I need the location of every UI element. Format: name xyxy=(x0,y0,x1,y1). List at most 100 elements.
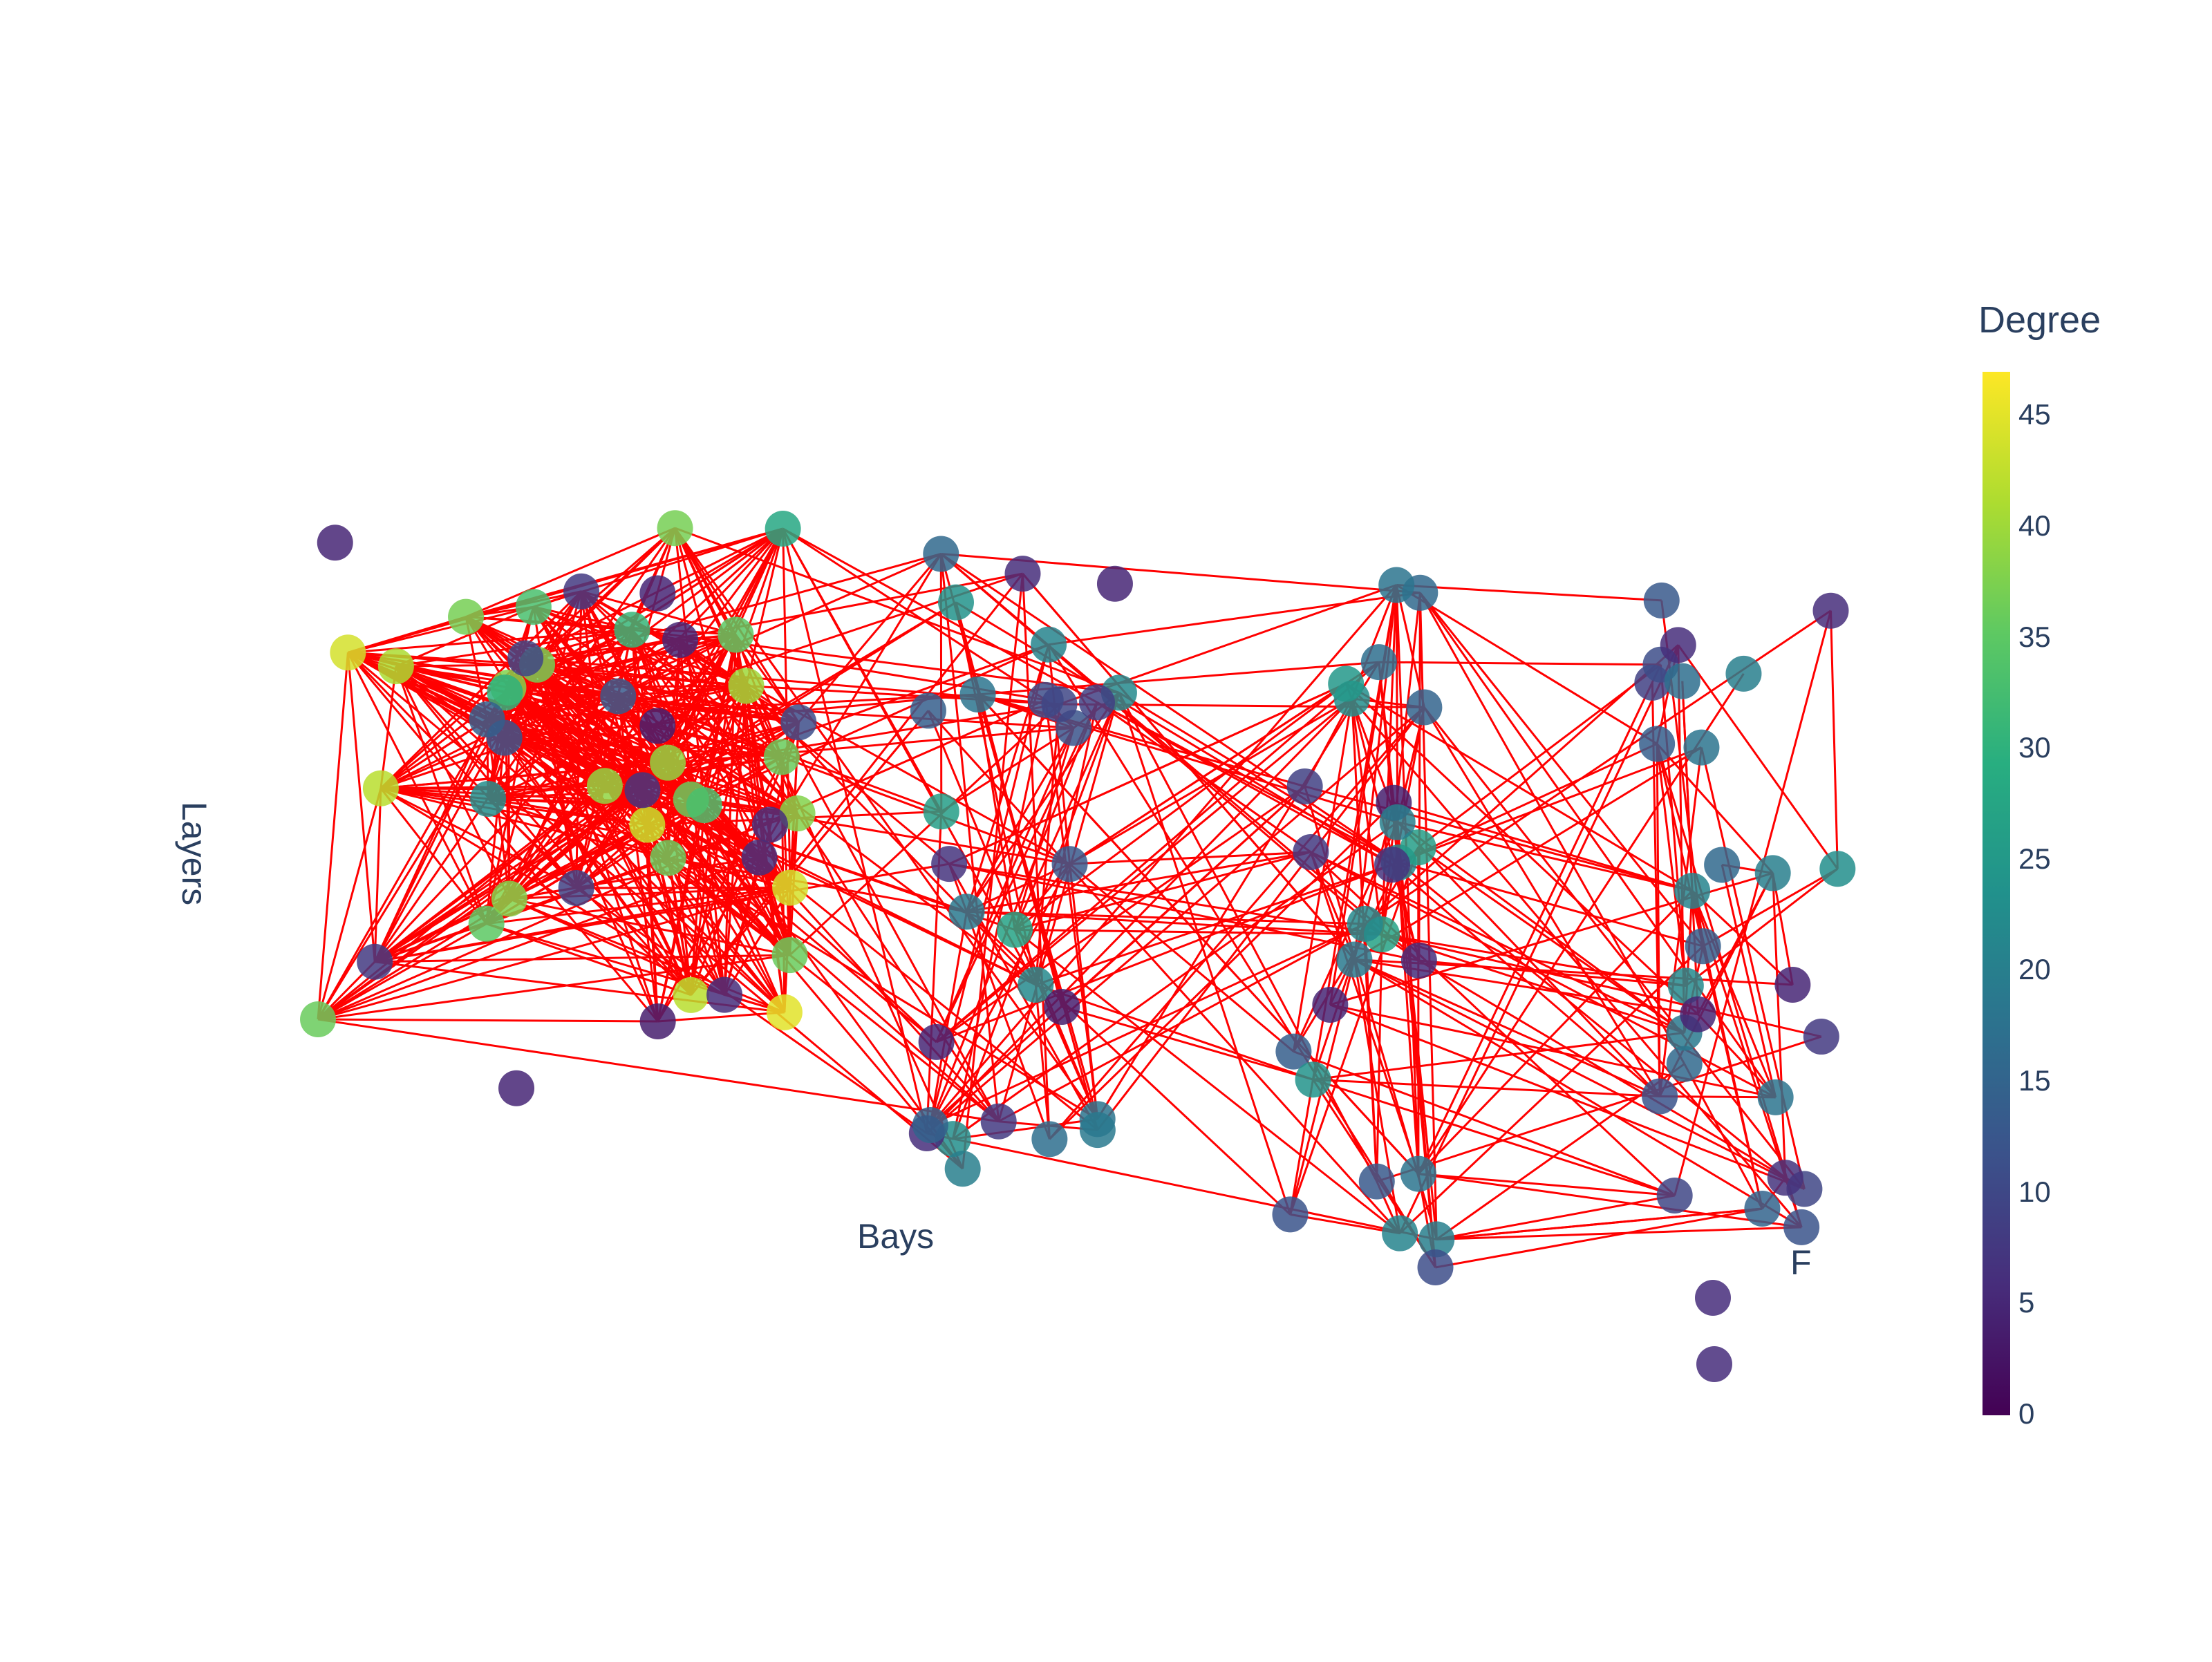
network-node[interactable] xyxy=(357,944,393,980)
network-node[interactable] xyxy=(718,616,753,652)
network-node[interactable] xyxy=(1004,556,1040,592)
network-node[interactable] xyxy=(448,599,484,635)
network-node[interactable] xyxy=(1704,847,1740,882)
network-node[interactable] xyxy=(469,701,505,737)
network-node[interactable] xyxy=(624,772,660,808)
network-node[interactable] xyxy=(919,1024,955,1060)
network-node[interactable] xyxy=(639,708,675,744)
network-node[interactable] xyxy=(507,641,543,677)
network-node[interactable] xyxy=(378,648,414,684)
network-node[interactable] xyxy=(1674,873,1710,909)
network-node[interactable] xyxy=(765,511,801,547)
network-node[interactable] xyxy=(1803,1019,1839,1055)
network-node[interactable] xyxy=(640,1003,676,1039)
network-node[interactable] xyxy=(1272,1196,1308,1232)
network-node[interactable] xyxy=(614,612,650,648)
network-node[interactable] xyxy=(1768,1160,1803,1196)
network-node[interactable] xyxy=(1418,1249,1454,1285)
network-node[interactable] xyxy=(1680,997,1716,1032)
network-node[interactable] xyxy=(1079,684,1115,720)
network-node[interactable] xyxy=(910,692,946,728)
network-node[interactable] xyxy=(1295,1061,1331,1097)
network-node[interactable] xyxy=(1378,567,1414,603)
network-node[interactable] xyxy=(1293,834,1329,870)
network-node[interactable] xyxy=(938,585,974,621)
network-node[interactable] xyxy=(924,793,959,829)
network-node[interactable] xyxy=(1347,906,1383,942)
network-node[interactable] xyxy=(1031,1121,1067,1157)
network-node[interactable] xyxy=(1042,686,1078,722)
network-node[interactable] xyxy=(912,1107,948,1143)
network-node[interactable] xyxy=(931,846,967,882)
network-node[interactable] xyxy=(1044,989,1080,1025)
network-node[interactable] xyxy=(470,781,506,817)
network-node[interactable] xyxy=(1642,1079,1678,1115)
network-node[interactable] xyxy=(1819,851,1855,887)
network-node[interactable] xyxy=(729,668,765,703)
network-node[interactable] xyxy=(1657,1178,1693,1214)
network-node[interactable] xyxy=(764,739,800,775)
network-node[interactable] xyxy=(498,1070,534,1106)
network-node[interactable] xyxy=(600,678,636,714)
network-node[interactable] xyxy=(1744,1191,1780,1227)
network-node[interactable] xyxy=(587,768,623,804)
network-node[interactable] xyxy=(706,977,742,1013)
network-node[interactable] xyxy=(1665,663,1700,699)
network-node[interactable] xyxy=(563,574,599,610)
network-node[interactable] xyxy=(1080,1112,1116,1148)
network-node[interactable] xyxy=(559,870,594,906)
network-node[interactable] xyxy=(1725,656,1761,692)
network-node[interactable] xyxy=(491,880,527,916)
network-node[interactable] xyxy=(300,1001,336,1037)
network-node[interactable] xyxy=(1400,1156,1436,1192)
network-node[interactable] xyxy=(1052,846,1088,882)
network-node[interactable] xyxy=(960,677,996,712)
network-node[interactable] xyxy=(1683,730,1719,766)
legend-marker[interactable] xyxy=(1695,1280,1731,1316)
network-node[interactable] xyxy=(1031,627,1067,663)
network-node[interactable] xyxy=(1374,847,1410,882)
network-node[interactable] xyxy=(1336,942,1372,978)
network-node[interactable] xyxy=(772,870,808,906)
network-node[interactable] xyxy=(363,771,399,806)
network-node[interactable] xyxy=(1406,690,1442,726)
network-node[interactable] xyxy=(1685,928,1721,964)
network-node[interactable] xyxy=(650,745,686,781)
legend-marker[interactable] xyxy=(1696,1346,1732,1382)
network-node[interactable] xyxy=(1312,987,1348,1023)
network-node[interactable] xyxy=(1755,855,1791,891)
network-node[interactable] xyxy=(1758,1079,1794,1115)
network-node[interactable] xyxy=(1774,967,1810,1003)
network-node[interactable] xyxy=(923,536,959,572)
network-node[interactable] xyxy=(1639,726,1675,762)
network-node[interactable] xyxy=(1667,1046,1703,1082)
network-node[interactable] xyxy=(949,894,985,929)
network-node[interactable] xyxy=(317,525,353,560)
network-node[interactable] xyxy=(1359,1164,1395,1200)
network-node[interactable] xyxy=(780,704,816,740)
network-node[interactable] xyxy=(330,634,366,670)
network-node[interactable] xyxy=(686,787,722,823)
network-node[interactable] xyxy=(1812,593,1848,629)
network-node[interactable] xyxy=(639,576,675,612)
network-node[interactable] xyxy=(662,622,698,658)
network-node[interactable] xyxy=(997,912,1033,947)
network-node[interactable] xyxy=(629,806,665,842)
legend-label[interactable]: F xyxy=(1790,1243,1812,1283)
network-node[interactable] xyxy=(945,1151,981,1187)
network-node[interactable] xyxy=(742,840,778,876)
network-node[interactable] xyxy=(1783,1209,1819,1245)
network-node[interactable] xyxy=(1328,665,1364,701)
network-node[interactable] xyxy=(1644,583,1680,618)
network-node[interactable] xyxy=(772,937,808,973)
network-node[interactable] xyxy=(516,589,552,625)
network-node[interactable] xyxy=(1380,804,1416,840)
network-node[interactable] xyxy=(650,840,686,876)
network-node[interactable] xyxy=(981,1104,1017,1140)
network-node[interactable] xyxy=(657,510,693,546)
network-node[interactable] xyxy=(1660,627,1696,663)
network-node[interactable] xyxy=(1382,1216,1418,1252)
network-node[interactable] xyxy=(752,806,788,842)
network-node[interactable] xyxy=(1401,943,1437,979)
